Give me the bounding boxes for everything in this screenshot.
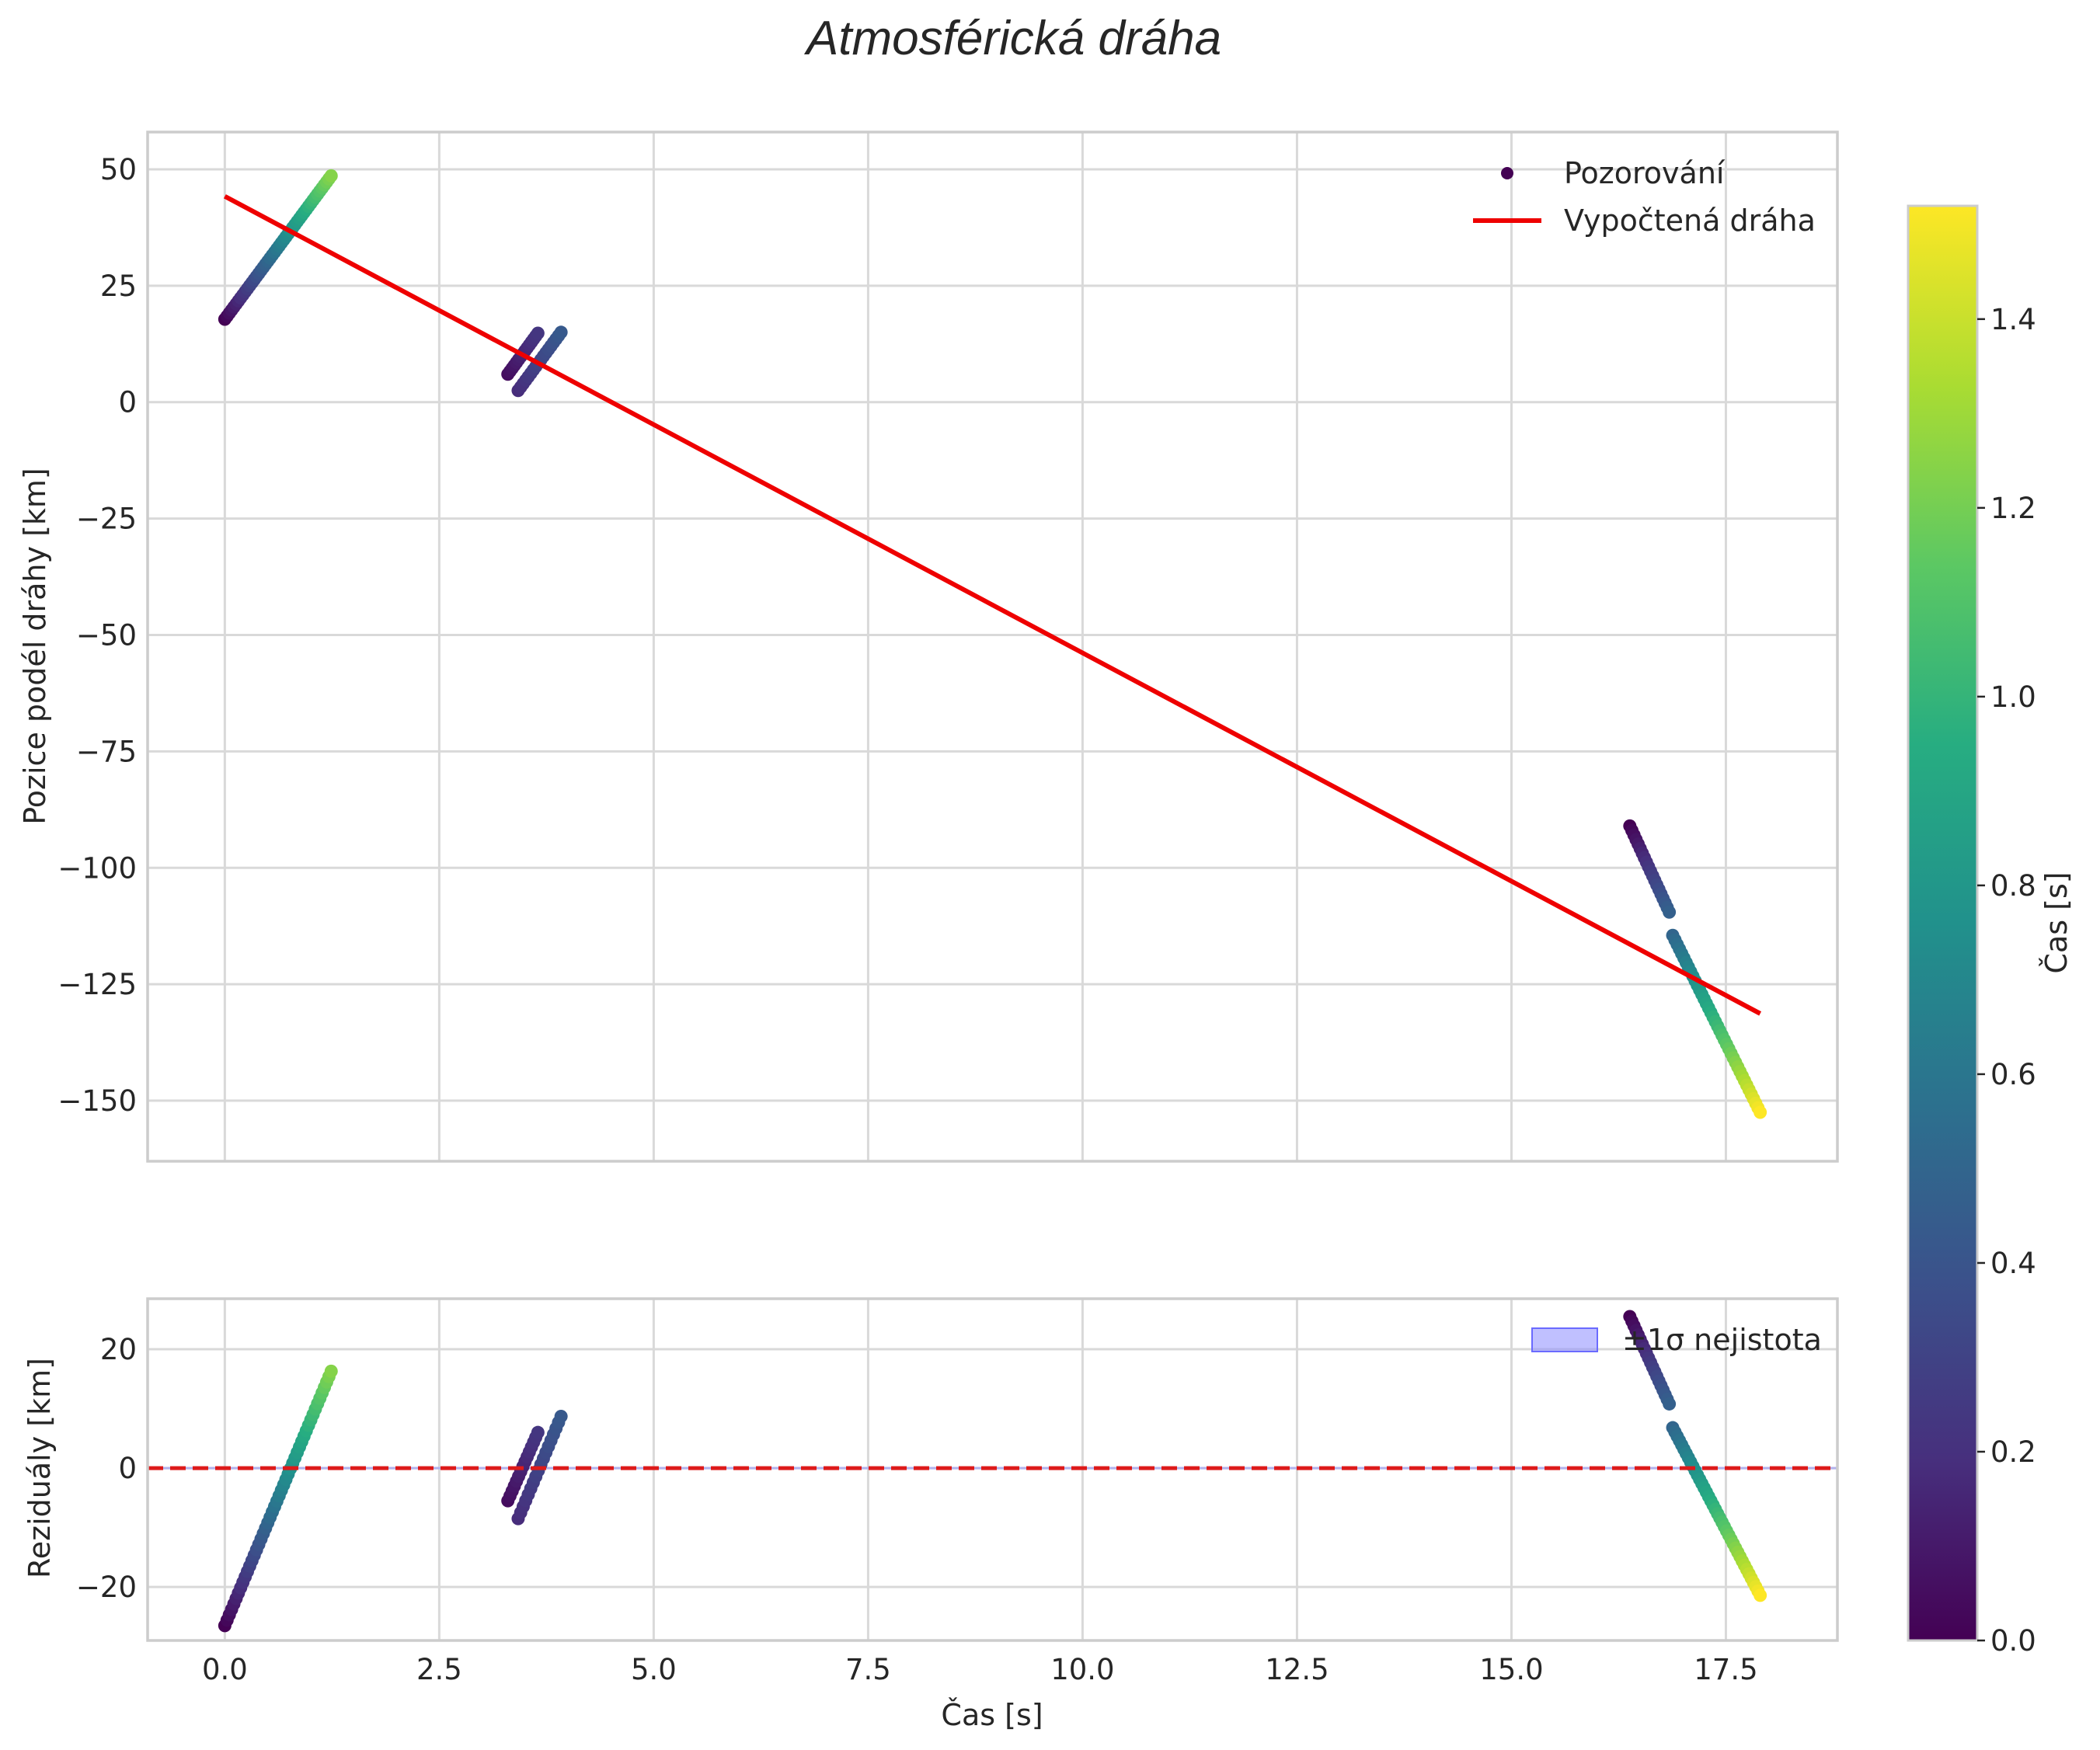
- x-tick-label: 12.5: [1265, 1653, 1329, 1686]
- y-tick-label: 0: [118, 1452, 137, 1485]
- colorbar-tick-label: 1.2: [1990, 492, 2036, 525]
- main-y-axis-label: Pozice podél dráhy [km]: [18, 468, 52, 825]
- chart-title: Atmosférická dráha: [803, 12, 1221, 65]
- x-tick-label: 10.0: [1050, 1653, 1114, 1686]
- data-point: [554, 1410, 568, 1424]
- main-tick-labels: 50 25 0 −25 −50 −75 −100 −125 −150: [57, 153, 137, 1118]
- data-point: [531, 326, 545, 340]
- residual-tick-labels: 20 0 −20 0.0 2.5 5.0 7.5 10.0 12.5 15.0 17.5: [76, 1333, 1758, 1686]
- residual-legend: ±1σ nejistota: [1531, 1323, 1822, 1357]
- main-legend: Pozorování Vypočtená dráha: [1473, 156, 1816, 238]
- colorbar-tick-label: 0.4: [1990, 1247, 2036, 1280]
- colorbar: [1907, 204, 1979, 1642]
- main-plot-area: [218, 169, 1767, 1119]
- y-tick-label: −150: [57, 1084, 137, 1118]
- x-tick-label: 2.5: [416, 1653, 462, 1686]
- y-tick-label: −25: [76, 503, 137, 536]
- x-axis-label: Čas [s]: [941, 1698, 1043, 1732]
- y-tick-label: −20: [76, 1571, 137, 1604]
- colorbar-tick-label: 0.0: [1990, 1624, 2036, 1658]
- residual-y-axis-label: Reziduály [km]: [23, 1358, 57, 1578]
- y-tick-label: −125: [57, 968, 137, 1001]
- colorbar-tick-label: 0.6: [1990, 1058, 2036, 1091]
- data-point: [1753, 1588, 1767, 1602]
- x-tick-label: 0.0: [202, 1653, 248, 1686]
- colorbar-tick-labels: 0.0 0.2 0.4 0.6 0.8 1.0 1.2 1.4: [1977, 303, 2036, 1658]
- y-tick-label: −100: [57, 851, 137, 885]
- data-point: [531, 1425, 545, 1439]
- y-tick-label: 0: [118, 386, 137, 419]
- y-tick-label: 25: [100, 270, 137, 303]
- y-tick-label: −50: [76, 619, 137, 652]
- legend-label-uncertainty: ±1σ nejistota: [1622, 1323, 1822, 1357]
- x-tick-label: 15.0: [1479, 1653, 1543, 1686]
- data-point: [1753, 1105, 1767, 1119]
- legend-label-fit-line: Vypočtená dráha: [1564, 204, 1816, 238]
- data-point: [1663, 905, 1677, 919]
- main-axes-frame: [146, 130, 1839, 1163]
- data-point: [324, 169, 338, 183]
- y-tick-label: −75: [76, 735, 137, 768]
- fit-line: [223, 194, 1762, 1016]
- legend-marker-observations: [1501, 167, 1513, 179]
- legend-marker-uncertainty: [1531, 1327, 1598, 1352]
- data-point: [1663, 1397, 1677, 1411]
- colorbar-tick-label: 1.4: [1990, 303, 2036, 336]
- colorbar-label: Čas [s]: [2039, 872, 2074, 973]
- colorbar-tick-label: 1.0: [1990, 680, 2036, 714]
- data-point: [324, 1364, 338, 1378]
- residual-axes-frame: [146, 1297, 1839, 1642]
- y-tick-label: 50: [100, 153, 137, 186]
- main-grid: [148, 132, 1837, 1161]
- x-tick-label: 7.5: [845, 1653, 891, 1686]
- residual-plot-area: [148, 1310, 1837, 1633]
- y-tick-label: 20: [100, 1333, 137, 1366]
- legend-label-observations: Pozorování: [1564, 156, 1726, 190]
- colorbar-tick-label: 0.8: [1990, 869, 2036, 903]
- x-tick-label: 5.0: [631, 1653, 677, 1686]
- x-tick-label: 17.5: [1694, 1653, 1757, 1686]
- colorbar-tick-label: 0.2: [1990, 1435, 2036, 1469]
- data-point: [554, 325, 568, 339]
